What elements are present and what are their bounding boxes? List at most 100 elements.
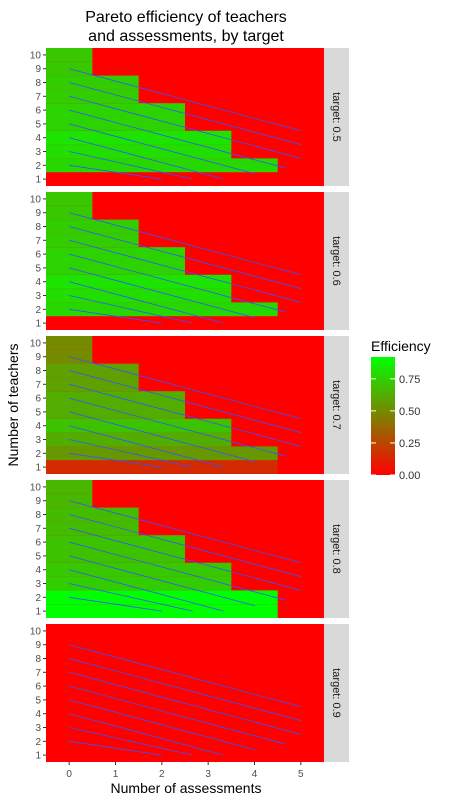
- y-tick-label: 10: [30, 50, 42, 61]
- chart-title-line: Pareto efficiency of teachers: [85, 9, 287, 26]
- contour-line: [69, 123, 255, 174]
- contour-line: [69, 596, 162, 612]
- heat-tile: [46, 590, 278, 605]
- y-tick-label: 7: [35, 380, 41, 391]
- contour-line: [69, 383, 301, 447]
- y-tick-label: 5: [35, 407, 41, 418]
- heat-tile: [46, 117, 185, 131]
- chart-title-line: and assessments, by target: [88, 28, 284, 45]
- y-tick-label: 8: [35, 510, 41, 521]
- heat-tile: [46, 446, 278, 461]
- facet-strip-label: target: 0.9: [330, 668, 342, 718]
- x-tick-label: 4: [252, 769, 258, 780]
- heat-tile: [46, 336, 93, 350]
- heat-tile: [46, 535, 185, 549]
- legend-break-label: 0.00: [399, 470, 420, 482]
- heat-tile: [46, 89, 139, 104]
- y-tick-label: 1: [35, 175, 41, 186]
- y-tick-label: 7: [35, 92, 41, 103]
- facet-panel: 1 2 3 4 5 6 7 8 9 10 target: 0.7: [30, 336, 349, 474]
- y-tick-label: 3: [35, 579, 41, 590]
- facet-strip: [324, 192, 349, 330]
- heat-tile: [46, 302, 278, 317]
- heat-tile: [46, 158, 278, 173]
- legend: Efficiency 0.75 0.50 0.25 0.00: [371, 338, 431, 482]
- facet-panel: 1 2 3 4 5 6 7 8 9 10 target: 0.5: [30, 48, 349, 186]
- heat-tile: [46, 247, 185, 261]
- contour-line: [69, 95, 301, 159]
- y-tick-label: 2: [35, 593, 41, 604]
- heat-tile: [46, 480, 93, 494]
- heat-tile: [46, 604, 278, 618]
- x-tick-label: 3: [205, 769, 211, 780]
- heat-tile: [46, 377, 139, 392]
- contour-line: [69, 370, 301, 433]
- legend-title: Efficiency: [371, 338, 431, 354]
- y-tick-label: 2: [35, 449, 41, 460]
- heat-tile: [46, 219, 139, 234]
- contour-line: [69, 452, 162, 468]
- y-tick-label: 10: [30, 194, 42, 205]
- contour-line: [69, 281, 224, 324]
- x-tick-label: 5: [298, 769, 304, 780]
- y-tick-label: 7: [35, 236, 41, 247]
- legend-break-label: 0.75: [399, 374, 420, 386]
- contour-line: [69, 109, 286, 169]
- contour-line: [69, 137, 224, 180]
- y-tick-label: 1: [35, 463, 41, 474]
- chart-title: Pareto efficiency of teachers and assessm…: [85, 9, 287, 45]
- heat-tile: [46, 316, 278, 330]
- facet-panel: 1 2 3 4 5 6 7 8 9 10 target: 0.8: [30, 480, 349, 618]
- contour-line: [69, 308, 162, 324]
- y-tick-label: 2: [35, 737, 41, 748]
- y-tick-label: 5: [35, 263, 41, 274]
- y-tick-label: 4: [35, 277, 41, 288]
- y-tick-label: 2: [35, 305, 41, 316]
- y-tick-label: 9: [35, 640, 41, 651]
- contour-line: [69, 500, 301, 564]
- facet-panel: 1 2 3 4 5 6 7 8 9 10 target: 0.9: [30, 624, 349, 762]
- facet-strip-label: target: 0.6: [330, 236, 342, 286]
- legend-break-label: 0.50: [399, 406, 420, 418]
- y-tick-label: 8: [35, 78, 41, 89]
- y-tick-label: 5: [35, 551, 41, 562]
- facet-strip-label: target: 0.8: [330, 524, 342, 574]
- y-tick-label: 9: [35, 64, 41, 75]
- contour-line: [69, 439, 193, 468]
- heat-tile: [46, 549, 185, 563]
- contour-line: [69, 569, 224, 612]
- y-tick-label: 4: [35, 565, 41, 576]
- contour-line: [69, 253, 286, 313]
- y-tick-label: 6: [35, 106, 41, 117]
- contour-line: [69, 685, 286, 745]
- heat-tile: [46, 507, 139, 522]
- contour-line: [69, 527, 301, 591]
- y-axis-label: Number of teachers: [5, 344, 21, 467]
- contour-line: [69, 727, 193, 756]
- contour-line: [69, 658, 301, 721]
- heat-tile: [46, 233, 139, 248]
- heat-tile: [46, 391, 185, 405]
- heat-tile: [46, 405, 185, 419]
- contour-line: [69, 212, 301, 276]
- y-tick-label: 10: [30, 626, 42, 637]
- contour-line: [69, 82, 301, 145]
- contour-line: [69, 295, 193, 324]
- y-tick-label: 6: [35, 394, 41, 405]
- contour-line: [69, 713, 224, 756]
- y-tick-label: 2: [35, 161, 41, 172]
- y-tick-label: 6: [35, 250, 41, 261]
- contour-line: [69, 397, 286, 457]
- y-tick-label: 6: [35, 538, 41, 549]
- heat-tile: [46, 172, 278, 186]
- y-tick-label: 1: [35, 607, 41, 618]
- facet-strip: [324, 48, 349, 186]
- heat-tile: [46, 349, 93, 364]
- heat-tile: [46, 261, 185, 275]
- y-tick-label: 3: [35, 291, 41, 302]
- contour-line: [69, 583, 193, 612]
- contour-line: [69, 151, 193, 180]
- contour-line: [69, 164, 162, 180]
- contour-line: [69, 699, 255, 750]
